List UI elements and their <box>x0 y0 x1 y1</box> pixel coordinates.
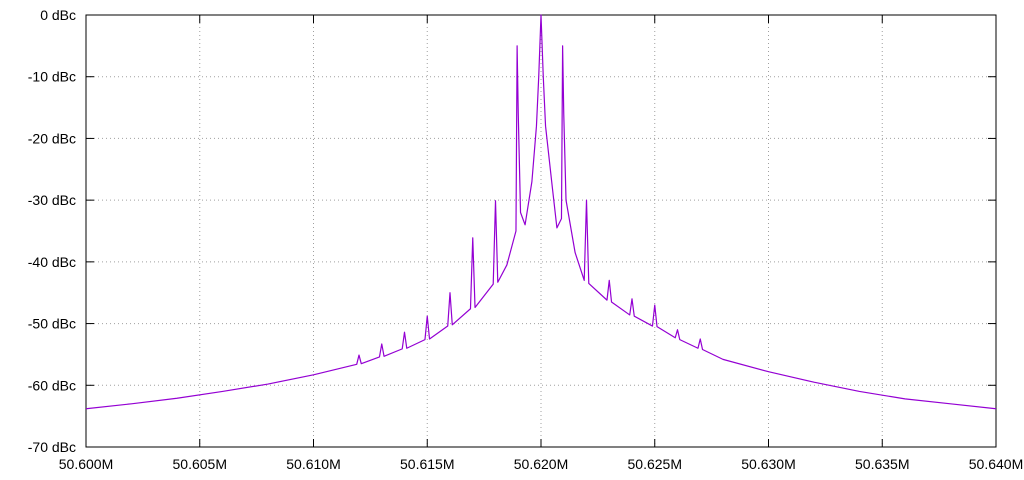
y-tick-label: -30 dBc <box>28 192 76 208</box>
x-tick-label: 50.630M <box>741 456 795 472</box>
x-tick-label: 50.605M <box>173 456 227 472</box>
y-tick-label: -40 dBc <box>28 254 76 270</box>
x-tick-label: 50.635M <box>855 456 909 472</box>
x-tick-label: 50.640M <box>969 456 1023 472</box>
spectrum-line <box>85 14 997 410</box>
y-tick-label: -50 dBc <box>28 316 76 332</box>
y-tick-label: 0 dBc <box>40 7 76 23</box>
y-tick-label: -10 dBc <box>28 69 76 85</box>
y-tick-label: -70 dBc <box>28 439 76 455</box>
y-tick-label: -20 dBc <box>28 130 76 146</box>
x-tick-label: 50.620M <box>514 456 568 472</box>
x-tick-label: 50.610M <box>286 456 340 472</box>
x-tick-label: 50.625M <box>628 456 682 472</box>
y-tick-label: -60 dBc <box>28 377 76 393</box>
x-tick-label: 50.615M <box>400 456 454 472</box>
x-tick-label: 50.600M <box>59 456 113 472</box>
